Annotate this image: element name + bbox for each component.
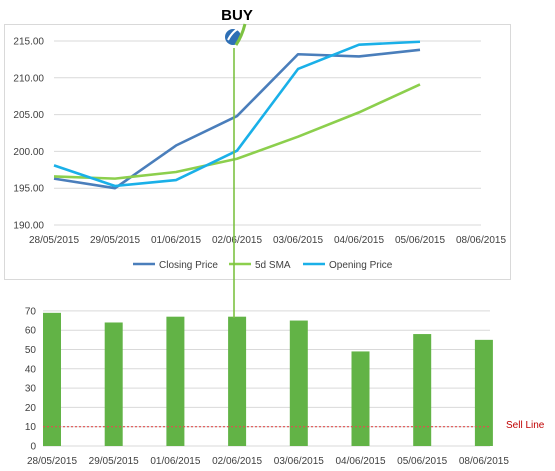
rsi-bar	[43, 312, 61, 446]
price-x-tick-label: 08/06/2015	[456, 235, 506, 246]
rsi-bar	[474, 339, 493, 446]
rsi-y-tick-label: 10	[25, 422, 37, 433]
rsi-bar	[351, 351, 370, 446]
rsi-bar	[289, 320, 308, 446]
rsi-chart-x-axis: 28/05/2015 29/05/2015 01/06/2015 02/06/2015…	[27, 456, 509, 467]
price-y-tick-label: 190.00	[13, 221, 44, 232]
price-x-tick-label: 05/06/2015	[395, 235, 445, 246]
price-y-tick-label: 215.00	[13, 37, 44, 48]
price-x-tick-label: 02/06/2015	[212, 235, 262, 246]
rsi-y-tick-label: 30	[25, 384, 37, 395]
price-x-tick-label: 29/05/2015	[90, 235, 140, 246]
rsi-bar	[228, 316, 247, 446]
legend-label: Closing Price	[159, 260, 218, 271]
rsi-x-tick-label: 02/06/2015	[212, 456, 262, 467]
price-x-tick-label: 01/06/2015	[151, 235, 201, 246]
legend-label: Opening Price	[329, 260, 393, 271]
price-x-tick-label: 03/06/2015	[273, 235, 323, 246]
price-x-tick-label: 04/06/2015	[334, 235, 384, 246]
rsi-y-tick-label: 20	[25, 403, 37, 414]
rsi-y-tick-label: 60	[25, 326, 37, 337]
rsi-x-tick-label: 08/06/2015	[459, 456, 509, 467]
price-y-tick-label: 200.00	[13, 147, 44, 158]
price-chart-legend: Closing Price 5d SMA Opening Price	[133, 260, 393, 271]
rsi-bar	[166, 316, 185, 446]
legend-label: 5d SMA	[255, 260, 291, 271]
series-line-opening-price	[53, 40, 421, 188]
price-y-tick-label: 205.00	[13, 110, 44, 121]
rsi-x-tick-label: 28/05/2015	[27, 456, 77, 467]
rsi-x-tick-label: 04/06/2015	[335, 456, 385, 467]
sell-line-label: Sell Line	[506, 420, 545, 431]
rsi-y-tick-label: 40	[25, 364, 37, 375]
rsi-x-tick-label: 03/06/2015	[274, 456, 324, 467]
series-line-5d-sma	[53, 83, 421, 180]
rsi-y-tick-label: 50	[25, 345, 37, 356]
price-chart-x-axis: 28/05/2015 29/05/2015 01/06/2015 02/06/2015…	[29, 235, 506, 246]
rsi-x-tick-label: 01/06/2015	[150, 456, 200, 467]
rsi-y-tick-label: 70	[25, 306, 37, 317]
price-x-tick-label: 28/05/2015	[29, 235, 79, 246]
price-y-tick-label: 195.00	[13, 184, 44, 195]
rsi-x-tick-label: 05/06/2015	[397, 456, 447, 467]
series-line-closing-price	[53, 48, 421, 190]
rsi-bar	[413, 334, 432, 446]
rsi-chart-y-axis: 0 10 20 30 40 50 60 70	[25, 306, 37, 452]
price-chart-series	[53, 40, 421, 190]
price-chart-y-axis: 190.00 195.00 200.00 205.00 210.00 215.00	[13, 37, 44, 232]
buy-signal-logo-icon	[225, 23, 247, 46]
price-chart-frame	[4, 24, 511, 280]
rsi-chart-bars	[43, 312, 493, 446]
price-y-tick-label: 210.00	[13, 73, 44, 84]
rsi-x-tick-label: 29/05/2015	[89, 456, 139, 467]
rsi-bar	[104, 322, 123, 446]
buy-label: BUY	[221, 7, 253, 24]
price-chart-gridlines	[54, 40, 481, 226]
rsi-y-tick-label: 0	[30, 442, 36, 453]
